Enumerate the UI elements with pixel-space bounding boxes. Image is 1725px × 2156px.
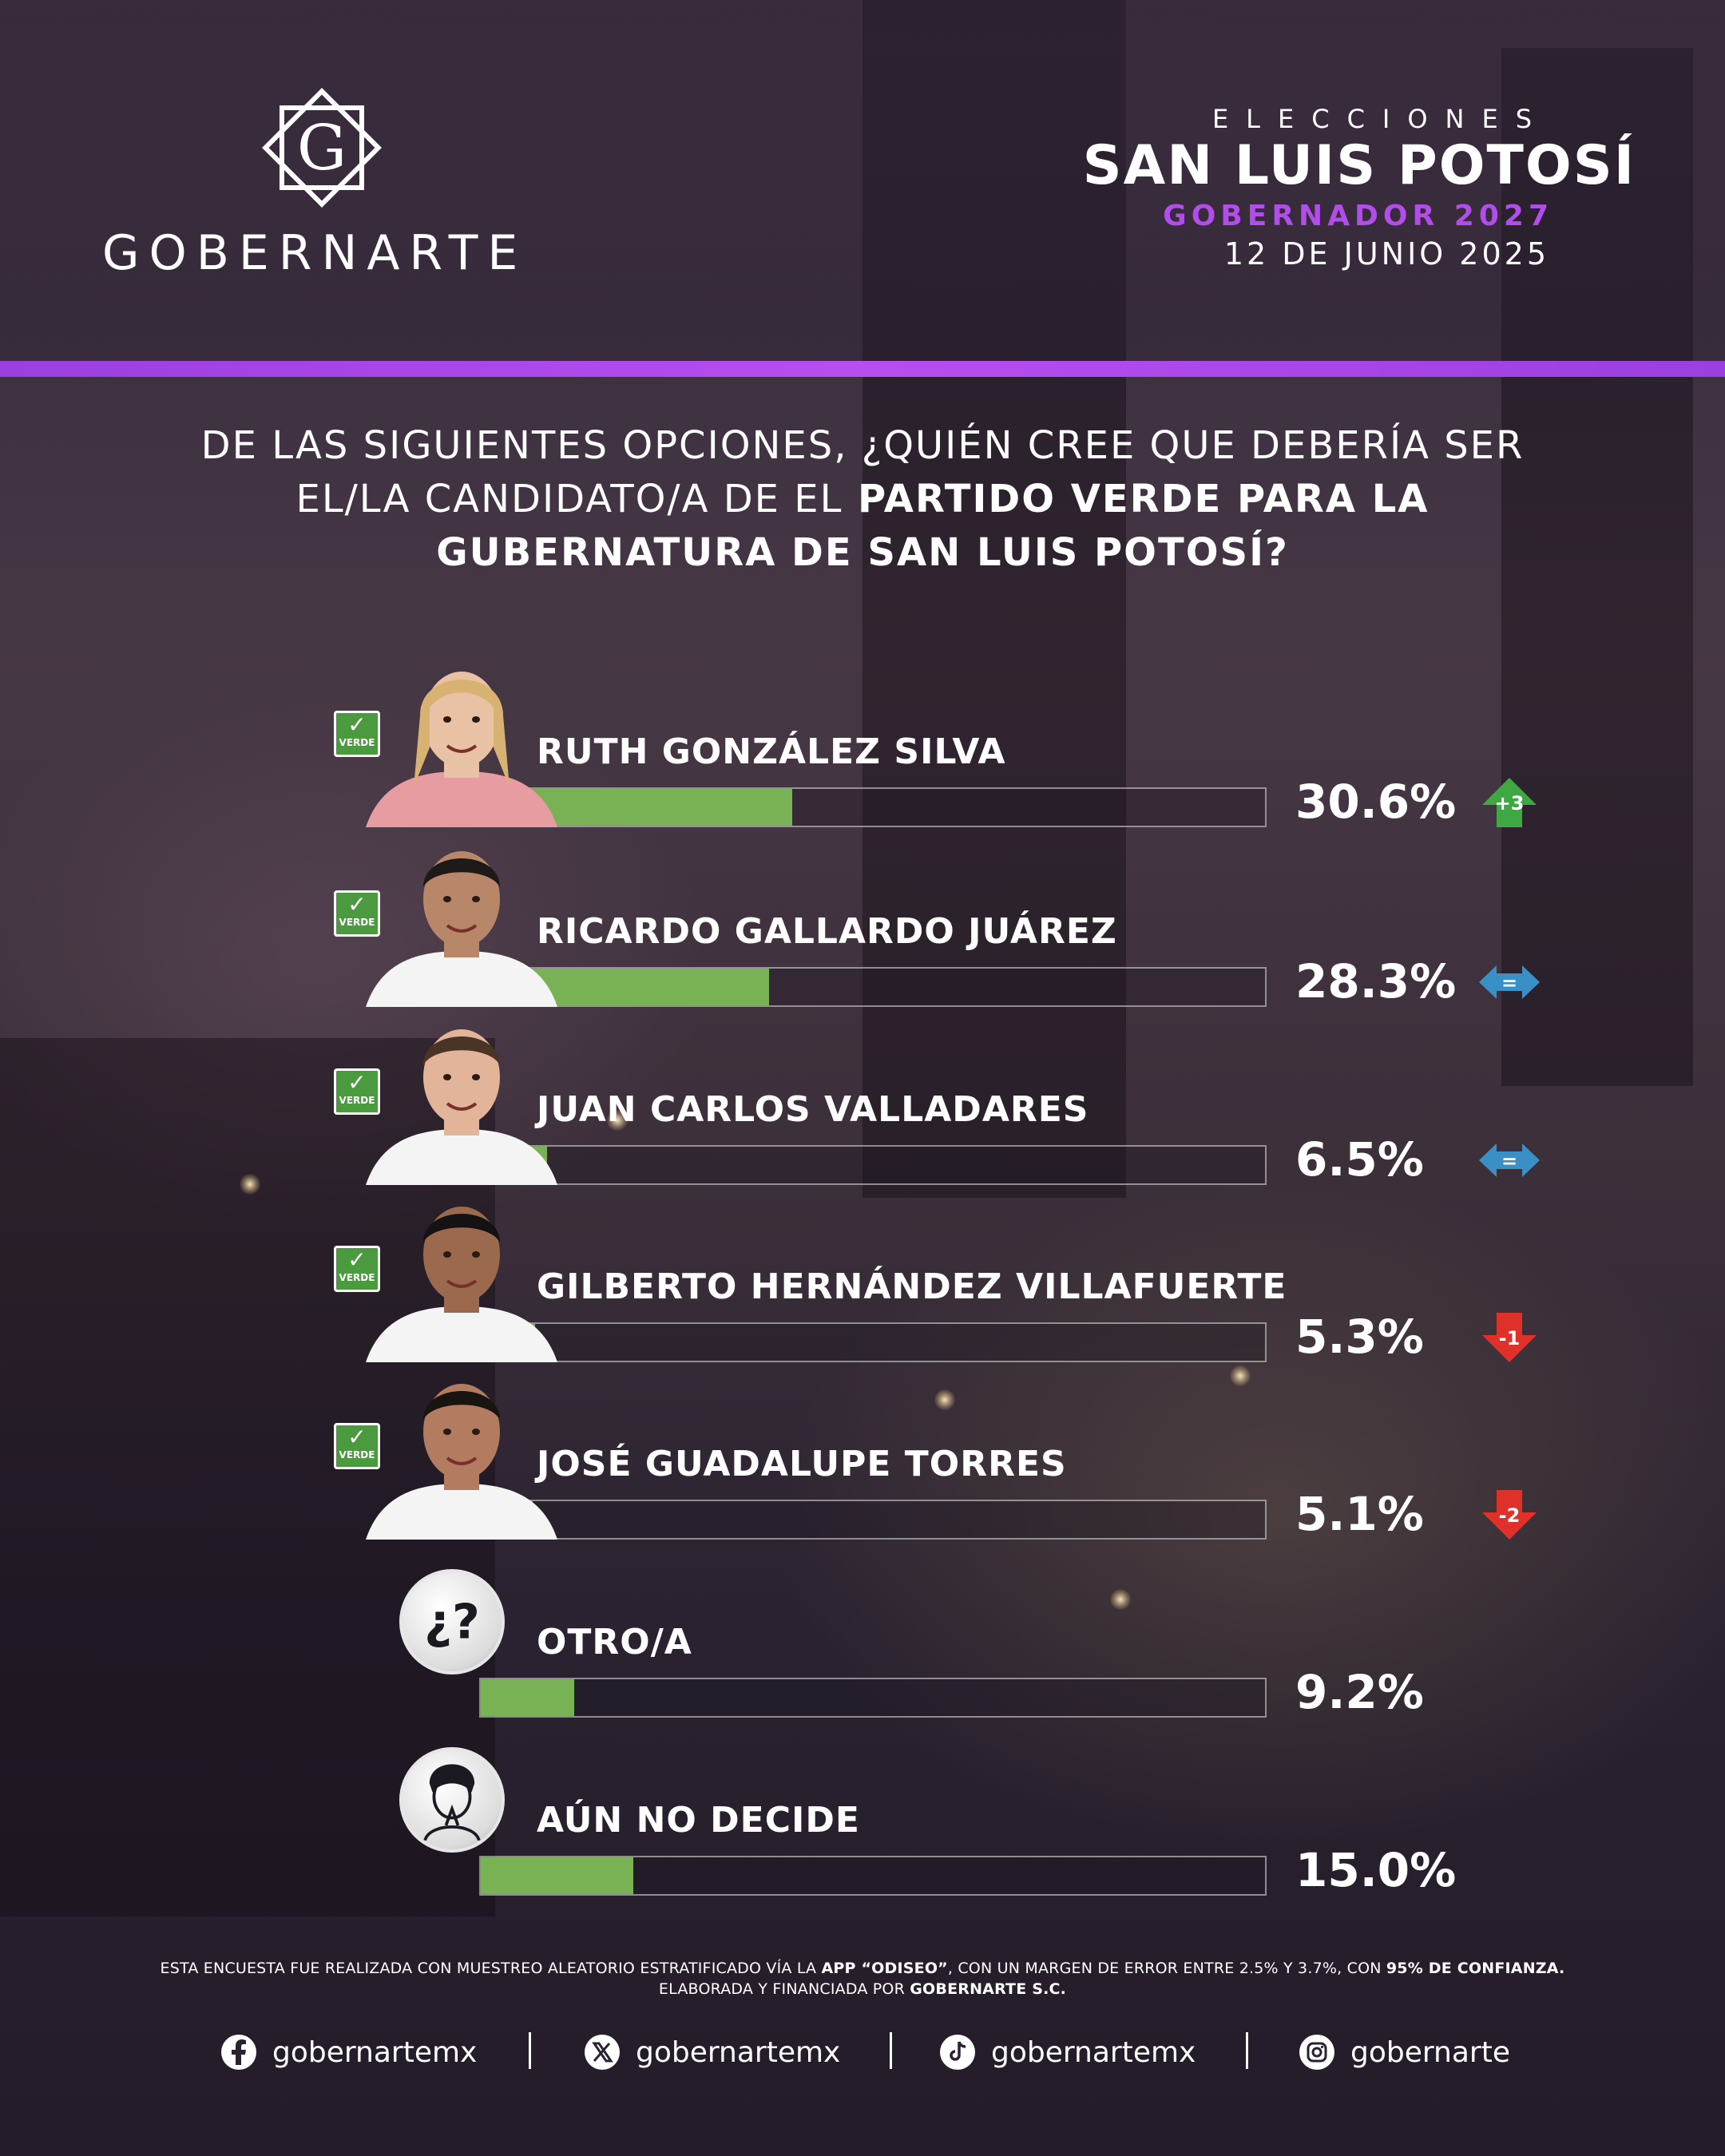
trend-down-icon: -1 xyxy=(1482,1313,1537,1362)
header-state: SAN LUIS POTOSÍ xyxy=(1082,134,1636,197)
percentage-label: 5.1% xyxy=(1295,1487,1424,1541)
candidate-portrait xyxy=(366,1029,557,1185)
question-part1: DE LAS SIGUIENTES OPCIONES, ¿QUIÉN CREE … xyxy=(200,423,1525,521)
street-light xyxy=(1230,1365,1251,1386)
trend-label: -2 xyxy=(1499,1504,1521,1527)
badge-label: VERDE xyxy=(339,1449,375,1460)
result-row: ✓ VERDE GILBERTO HERNÁNDEZ VILLAFUERTE 5.3%… xyxy=(0,1190,1725,1365)
bar-track xyxy=(479,1856,1267,1896)
badge-label: VERDE xyxy=(339,917,375,928)
bar-track xyxy=(479,967,1267,1007)
result-row: ¿? OTRO/A 9.2% xyxy=(0,1545,1725,1721)
trend-equal-icon: = xyxy=(1479,965,1540,999)
percentage-label: 15.0% xyxy=(1295,1843,1457,1897)
street-light xyxy=(607,1110,628,1131)
badge-label: VERDE xyxy=(339,737,375,748)
header-date: 12 DE JUNIO 2025 xyxy=(1223,236,1549,271)
partido-verde-badge: ✓ VERDE xyxy=(334,1068,380,1115)
street-light xyxy=(934,1389,955,1410)
candidate-portrait xyxy=(366,1207,557,1362)
note-line-1: ESTA ENCUESTA FUE REALIZADA CON MUESTREO… xyxy=(160,1960,1565,1977)
bar-track xyxy=(479,1145,1267,1185)
bar-fill xyxy=(481,1679,574,1716)
social-handle: gobernartemx xyxy=(272,2035,478,2069)
trend-down-icon: -2 xyxy=(1482,1490,1537,1540)
header-kicker: ELECCIONES xyxy=(1211,104,1549,134)
badge-label: VERDE xyxy=(339,1272,375,1283)
candidate-name: AÚN NO DECIDE xyxy=(537,1800,860,1841)
trend-label: = xyxy=(1501,972,1517,994)
methodology-note: ESTA ENCUESTA FUE REALIZADA CON MUESTREO… xyxy=(80,1958,1645,1999)
social-handle: gobernarte xyxy=(1350,2035,1510,2069)
candidate-name: GILBERTO HERNÁNDEZ VILLAFUERTE xyxy=(537,1266,1287,1307)
partido-verde-badge: ✓ VERDE xyxy=(334,711,380,757)
percentage-label: 5.3% xyxy=(1295,1310,1424,1364)
survey-question: DE LAS SIGUIENTES OPCIONES, ¿QUIÉN CREE … xyxy=(144,419,1581,580)
candidate-name: JOSÉ GUADALUPE TORRES xyxy=(537,1444,1067,1484)
divider-stripe xyxy=(0,361,1725,377)
bar-track xyxy=(479,787,1267,827)
social-instagram[interactable]: gobernarte xyxy=(1298,2028,1510,2076)
candidate-name: OTRO/A xyxy=(537,1622,692,1663)
social-separator xyxy=(529,2032,531,2069)
result-row: ✓ VERDE JUAN CARLOS VALLADARES 6.5% = xyxy=(0,1013,1725,1188)
brand-name: GOBERNARTE xyxy=(102,225,528,281)
bar-track xyxy=(479,1678,1267,1718)
candidate-portrait xyxy=(366,851,557,1007)
street-light xyxy=(240,1174,260,1195)
candidate-name: JUAN CARLOS VALLADARES xyxy=(537,1089,1089,1130)
candidate-portrait xyxy=(366,1384,557,1540)
social-facebook[interactable]: gobernartemx xyxy=(220,2028,477,2076)
logo-letter: G xyxy=(297,113,347,184)
header-office: GOBERNADOR 2027 xyxy=(1163,200,1553,232)
badge-mark: ✓ xyxy=(347,1424,367,1450)
undecided-person-icon xyxy=(399,1747,505,1853)
result-row: ✓ VERDE JOSÉ GUADALUPE TORRES 5.1% -2 xyxy=(0,1367,1725,1543)
percentage-label: 6.5% xyxy=(1295,1132,1424,1187)
percentage-label: 30.6% xyxy=(1295,775,1457,829)
trend-label: -1 xyxy=(1499,1327,1521,1349)
badge-label: VERDE xyxy=(339,1095,375,1106)
partido-verde-badge: ✓ VERDE xyxy=(334,890,380,937)
result-row: AÚN NO DECIDE 15.0% xyxy=(0,1723,1725,1899)
note-line-2: ELABORADA Y FINANCIADA POR GOBERNARTE S.… xyxy=(658,1980,1067,1998)
badge-mark: ✓ xyxy=(347,1069,367,1096)
social-x[interactable]: gobernartemx xyxy=(583,2028,840,2076)
candidate-name: RUTH GONZÁLEZ SILVA xyxy=(537,731,1006,772)
social-separator xyxy=(890,2032,892,2069)
badge-mark: ✓ xyxy=(347,711,367,738)
badge-mark: ✓ xyxy=(347,1246,367,1273)
social-handle: gobernartemx xyxy=(636,2035,841,2069)
percentage-label: 28.3% xyxy=(1295,954,1457,1009)
trend-label: = xyxy=(1501,1150,1517,1172)
gobernarte-logo-mark: G xyxy=(262,88,382,208)
result-row: ✓ VERDE RICARDO GALLARDO JUÁREZ 28.3% = xyxy=(0,834,1725,1010)
facebook-icon xyxy=(221,2035,256,2070)
street-light xyxy=(1110,1589,1131,1610)
bar-fill xyxy=(481,1857,633,1894)
candidate-name: RICARDO GALLARDO JUÁREZ xyxy=(537,911,1117,952)
x-icon xyxy=(585,2035,620,2070)
question-mark-icon: ¿? xyxy=(399,1569,505,1674)
trend-up-icon: +3 xyxy=(1482,778,1537,827)
trend-label: +3 xyxy=(1495,792,1525,814)
partido-verde-badge: ✓ VERDE xyxy=(334,1423,380,1469)
social-handle: gobernartemx xyxy=(991,2035,1196,2069)
trend-equal-icon: = xyxy=(1479,1143,1540,1177)
tiktok-icon xyxy=(940,2035,975,2070)
svg-text:¿?: ¿? xyxy=(424,1595,480,1651)
badge-mark: ✓ xyxy=(347,891,367,917)
partido-verde-badge: ✓ VERDE xyxy=(334,1246,380,1292)
percentage-label: 9.2% xyxy=(1295,1665,1424,1719)
social-tiktok[interactable]: gobernartemx xyxy=(938,2028,1196,2076)
header-band xyxy=(0,0,1725,363)
instagram-icon xyxy=(1299,2035,1334,2070)
bar-track xyxy=(479,1500,1267,1540)
result-row: ✓ VERDE RUTH GONZÁLEZ SILVA 30.6% +3 xyxy=(0,655,1725,830)
bar-track xyxy=(479,1322,1267,1362)
question-part2: PARTIDO VERDE PARA LA GUBERNATURA DE SAN… xyxy=(436,477,1430,575)
candidate-portrait xyxy=(366,672,557,827)
social-separator xyxy=(1246,2032,1248,2069)
